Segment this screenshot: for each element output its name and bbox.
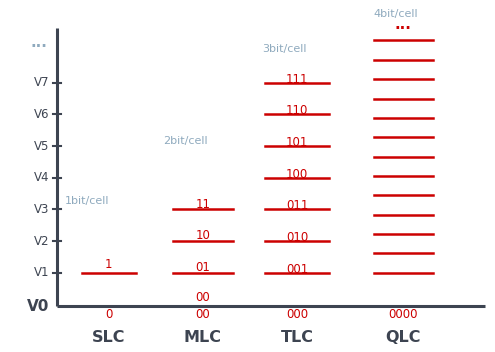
Text: ...: ...: [30, 35, 47, 50]
Text: 011: 011: [286, 200, 308, 212]
Text: 2bit/cell: 2bit/cell: [163, 136, 208, 146]
Text: 01: 01: [196, 261, 210, 274]
Text: 0: 0: [105, 308, 112, 321]
Text: 0000: 0000: [389, 308, 418, 321]
Text: V1: V1: [34, 266, 50, 279]
Text: 00: 00: [196, 291, 210, 304]
Text: 00: 00: [196, 308, 210, 321]
Text: 1bit/cell: 1bit/cell: [64, 196, 109, 206]
Text: 000: 000: [286, 308, 308, 321]
Text: V0: V0: [27, 299, 50, 314]
Text: 1: 1: [105, 258, 113, 271]
Text: QLC: QLC: [386, 331, 421, 345]
Text: 100: 100: [286, 168, 308, 181]
Text: MLC: MLC: [184, 331, 222, 345]
Text: V3: V3: [34, 203, 50, 216]
Text: TLC: TLC: [281, 331, 313, 345]
Text: V4: V4: [34, 171, 50, 184]
Text: V2: V2: [34, 235, 50, 247]
Text: 11: 11: [196, 198, 210, 210]
Text: SLC: SLC: [92, 331, 126, 345]
Text: 010: 010: [286, 231, 308, 244]
Text: V7: V7: [34, 76, 50, 89]
Text: 10: 10: [196, 230, 210, 242]
Text: 001: 001: [286, 263, 308, 276]
Text: 110: 110: [286, 105, 308, 117]
Text: 3bit/cell: 3bit/cell: [262, 44, 307, 54]
Text: ...: ...: [395, 17, 412, 32]
Text: 4bit/cell: 4bit/cell: [374, 9, 418, 19]
Text: 101: 101: [286, 136, 308, 149]
Text: V6: V6: [34, 108, 50, 121]
Text: 111: 111: [286, 73, 308, 86]
Text: V5: V5: [34, 140, 50, 152]
